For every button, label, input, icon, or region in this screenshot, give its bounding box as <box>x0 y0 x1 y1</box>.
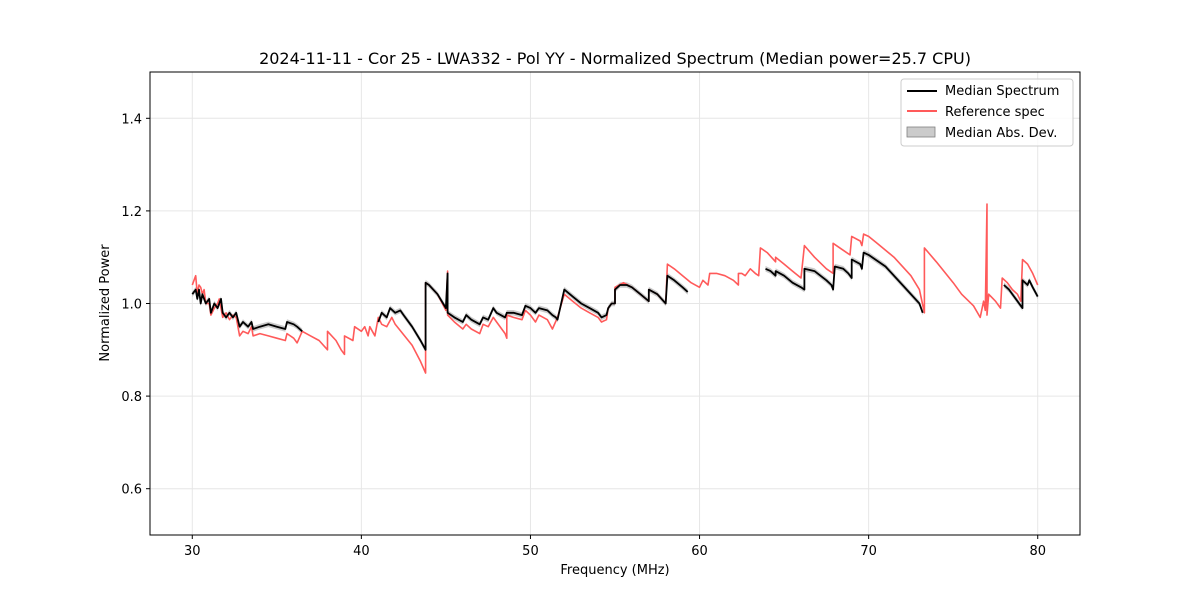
y-axis-ticks: 0.6 0.8 1.0 1.2 1.4 <box>121 112 150 498</box>
series-median-spectrum <box>191 251 1039 351</box>
y-tick-label: 1.4 <box>121 112 142 127</box>
x-tick-label: 50 <box>522 544 539 559</box>
mad-band <box>1003 277 1038 311</box>
chart-title: 2024-11-11 - Cor 25 - LWA332 - Pol YY - … <box>259 49 971 68</box>
median-spectrum-line <box>191 288 303 332</box>
legend-mad-patch <box>906 126 936 138</box>
median-spectrum-line <box>765 251 924 314</box>
legend-box <box>900 78 1074 147</box>
legend-median-label: Median Spectrum <box>945 84 1059 99</box>
median-spectrum-line <box>1003 279 1039 309</box>
y-tick-label: 1.2 <box>121 205 142 220</box>
x-tick-label: 60 <box>691 544 708 559</box>
x-axis-label: Frequency (MHz) <box>560 563 669 578</box>
y-tick-label: 0.8 <box>121 390 142 405</box>
legend-reference-label: Reference spec <box>945 105 1045 120</box>
legend-mad-label: Median Abs. Dev. <box>945 126 1057 141</box>
median-spectrum-line <box>377 272 689 351</box>
x-tick-label: 70 <box>860 544 877 559</box>
y-axis-label: Normalized Power <box>98 244 113 362</box>
x-axis-ticks: 30 40 50 60 70 80 <box>184 535 1046 559</box>
y-tick-label: 0.6 <box>121 483 142 498</box>
x-tick-label: 40 <box>353 544 370 559</box>
x-tick-label: 30 <box>184 544 201 559</box>
mad-band <box>765 249 923 316</box>
x-tick-label: 80 <box>1029 544 1046 559</box>
mad-band <box>192 286 303 335</box>
legend: Median Spectrum Reference spec Median Ab… <box>900 78 1074 147</box>
y-tick-label: 1.0 <box>121 298 142 313</box>
